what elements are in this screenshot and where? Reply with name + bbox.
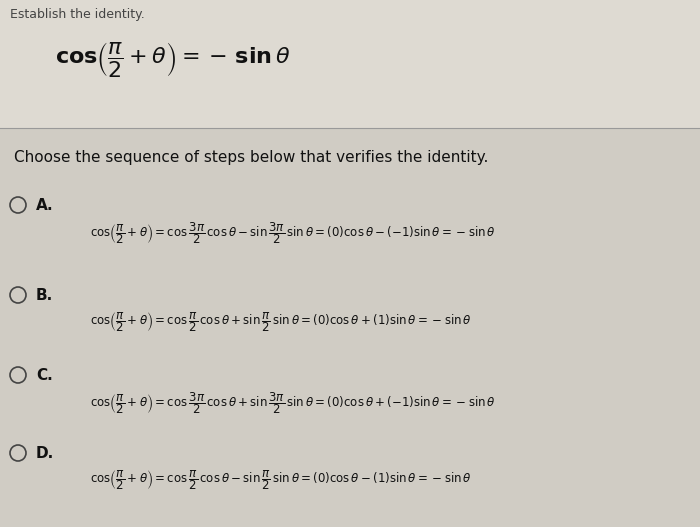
- Text: Establish the identity.: Establish the identity.: [10, 8, 145, 21]
- Bar: [0, 0, 700, 130]
- Text: A.: A.: [36, 198, 54, 212]
- Text: B.: B.: [36, 288, 53, 302]
- Text: $\cos\!\left(\dfrac{\pi}{2}+\theta\right) = \cos\dfrac{\pi}{2}\,\cos\theta - \si: $\cos\!\left(\dfrac{\pi}{2}+\theta\right…: [90, 468, 472, 492]
- Text: $\cos\!\left(\dfrac{\pi}{2}+\theta\right) = \cos\dfrac{3\pi}{2}\,\cos\theta - \s: $\cos\!\left(\dfrac{\pi}{2}+\theta\right…: [90, 220, 496, 246]
- Text: C.: C.: [36, 367, 52, 383]
- Text: $\mathbf{cos}\left(\dfrac{\pi}{2}+\theta\right) = -\,\mathbf{sin}\,\theta$: $\mathbf{cos}\left(\dfrac{\pi}{2}+\theta…: [55, 41, 290, 80]
- Text: $\cos\!\left(\dfrac{\pi}{2}+\theta\right) = \cos\dfrac{\pi}{2}\,\cos\theta + \si: $\cos\!\left(\dfrac{\pi}{2}+\theta\right…: [90, 310, 472, 334]
- Text: Choose the sequence of steps below that verifies the identity.: Choose the sequence of steps below that …: [14, 150, 489, 165]
- Text: $\cos\!\left(\dfrac{\pi}{2}+\theta\right) = \cos\dfrac{3\pi}{2}\,\cos\theta + \s: $\cos\!\left(\dfrac{\pi}{2}+\theta\right…: [90, 390, 496, 416]
- Bar: [0, 128, 700, 527]
- Text: D.: D.: [36, 445, 55, 461]
